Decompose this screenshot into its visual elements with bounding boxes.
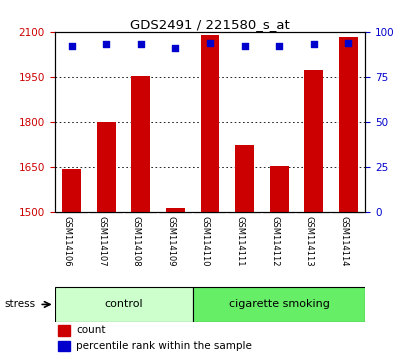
Text: GSM114110: GSM114110: [201, 216, 210, 267]
Text: GSM114106: GSM114106: [63, 216, 72, 267]
Title: GDS2491 / 221580_s_at: GDS2491 / 221580_s_at: [130, 18, 290, 31]
Text: percentile rank within the sample: percentile rank within the sample: [76, 341, 252, 351]
Bar: [193, 287, 365, 322]
Text: cigarette smoking: cigarette smoking: [228, 299, 330, 309]
Text: GSM114113: GSM114113: [304, 216, 314, 267]
Text: count: count: [76, 325, 106, 335]
Text: control: control: [104, 299, 143, 309]
Bar: [58, 341, 70, 352]
Point: [172, 45, 179, 51]
Point: [207, 40, 213, 46]
Bar: [63, 169, 81, 212]
Point: [68, 44, 75, 49]
Bar: [304, 70, 323, 212]
Bar: [200, 35, 220, 212]
Bar: [131, 76, 150, 212]
Bar: [58, 325, 70, 336]
Text: GSM114112: GSM114112: [270, 216, 279, 267]
Text: GSM114111: GSM114111: [236, 216, 244, 267]
Point: [103, 42, 110, 47]
Text: GSM114114: GSM114114: [339, 216, 348, 267]
Bar: [97, 122, 116, 212]
Text: GSM114109: GSM114109: [166, 216, 176, 267]
Bar: [339, 37, 357, 212]
Text: stress: stress: [4, 299, 35, 309]
Point: [310, 42, 317, 47]
Point: [276, 44, 282, 49]
Point: [345, 40, 352, 46]
Text: GSM114107: GSM114107: [97, 216, 106, 267]
Text: GSM114108: GSM114108: [132, 216, 141, 267]
Bar: [235, 145, 254, 212]
Point: [138, 42, 144, 47]
Point: [241, 44, 248, 49]
Bar: [270, 166, 289, 212]
Bar: [166, 208, 185, 212]
Bar: [55, 287, 193, 322]
